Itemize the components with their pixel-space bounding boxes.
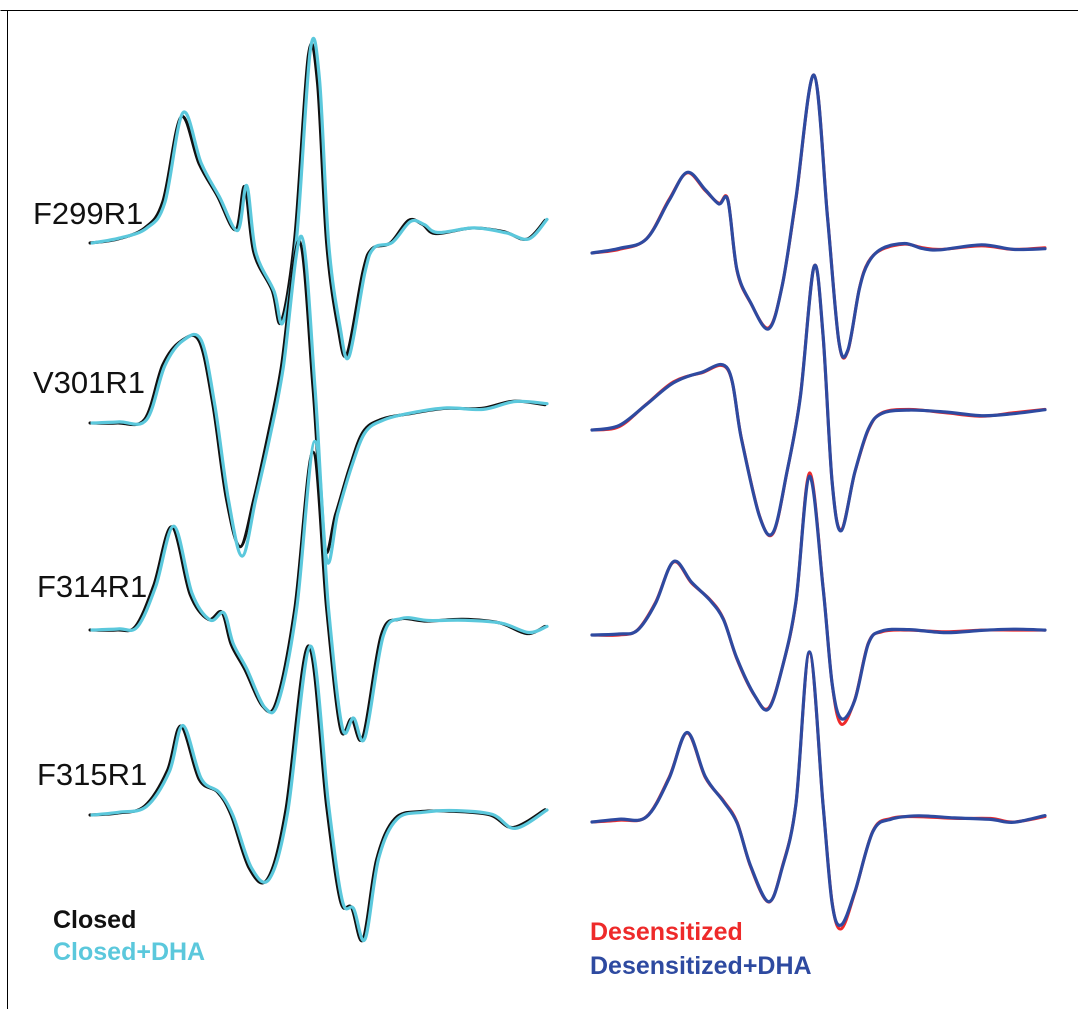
site-label-f315r1: F315R1 — [37, 757, 147, 792]
right-row-3-desensitized-dha-trace — [590, 474, 1047, 721]
site-label-f314r1: F314R1 — [37, 569, 147, 604]
left-row-1-closed-dha-trace — [90, 36, 549, 361]
legend-desensitized: Desensitized — [590, 918, 743, 946]
left-row-1-closed-trace — [88, 42, 547, 358]
legend-closed: Closed — [53, 906, 136, 934]
legend-closed-dha: Closed+DHA — [53, 938, 205, 966]
right-row-1-desensitized-dha-trace — [590, 73, 1047, 359]
left-row-2-closed-dha-trace — [90, 234, 549, 565]
legend-desensitized-dha: Desensitized+DHA — [590, 952, 812, 980]
left-row-2-closed-trace — [88, 239, 547, 555]
right-row-4-desensitized-dha-trace — [590, 650, 1047, 927]
right-row-4-desensitized-trace — [590, 651, 1047, 931]
left-panel — [88, 36, 549, 943]
right-panel — [590, 73, 1047, 931]
right-row-2-desensitized-dha-trace — [590, 263, 1047, 537]
left-row-4-closed-dha-trace — [90, 644, 549, 943]
right-row-3-desensitized-trace — [590, 471, 1047, 726]
site-label-f299r1: F299R1 — [33, 196, 143, 231]
right-row-2-desensitized-trace — [590, 263, 1047, 538]
site-label-v301r1: V301R1 — [33, 365, 145, 400]
left-row-3-closed-dha-trace — [90, 439, 549, 743]
